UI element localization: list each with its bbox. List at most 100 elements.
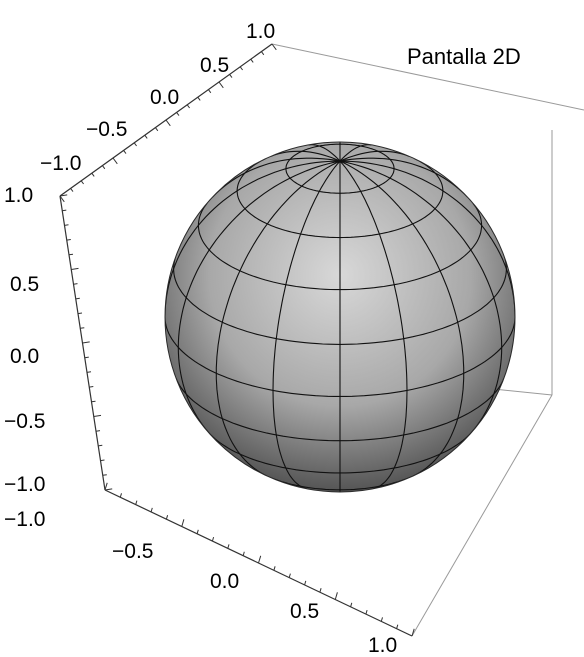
tick-mark	[77, 312, 83, 315]
sphere	[164, 141, 516, 493]
mesh-parallel	[268, 476, 412, 491]
left-axis-tick-labels: 1.0 0.5 0.0 −0.5 −1.0	[4, 184, 45, 496]
tick-mark	[135, 500, 138, 505]
tick-mark	[396, 624, 399, 629]
tick-mark	[82, 341, 90, 344]
tick-mark	[86, 371, 92, 373]
tick-mark	[165, 119, 171, 127]
tick-mark	[239, 66, 244, 71]
tick-mark	[89, 386, 94, 388]
box-edge	[271, 43, 584, 111]
mesh-parallel	[236, 157, 444, 239]
tick-mark	[102, 474, 107, 476]
tick-mark	[250, 58, 254, 63]
tick-mark	[288, 573, 291, 578]
tick-mark	[150, 507, 153, 513]
tick-mark	[271, 43, 277, 51]
left-tick-label: −1.0	[4, 473, 45, 496]
tick-mark	[93, 414, 102, 417]
tick-mark	[112, 157, 118, 165]
top-tick-label: 1.0	[246, 20, 275, 43]
tick-marks	[59, 43, 415, 637]
sphere-outline	[164, 141, 516, 493]
tick-mark	[176, 112, 180, 116]
tick-mark	[75, 297, 80, 300]
mesh-parallel	[165, 316, 515, 397]
left-tick-label: 0.0	[10, 345, 39, 368]
mesh-meridian	[339, 160, 515, 318]
tick-mark	[273, 566, 276, 571]
bottom-tick-label: 0.0	[210, 570, 239, 593]
tick-mark	[98, 444, 103, 447]
mesh-parallel	[173, 258, 507, 345]
tick-mark	[260, 51, 265, 56]
mesh-meridian	[270, 150, 341, 162]
mesh-meridian	[212, 157, 341, 198]
tick-mark	[66, 239, 71, 241]
tick-mark	[242, 551, 245, 556]
bottom-tick-label: 1.0	[368, 634, 397, 657]
tick-mark	[319, 588, 322, 593]
mesh-meridian	[272, 160, 341, 490]
top-tick-label: 0.5	[200, 54, 229, 77]
tick-mark	[350, 602, 353, 607]
mesh-parallel	[175, 378, 505, 442]
tick-mark	[218, 81, 224, 89]
mesh-meridian	[339, 150, 410, 162]
tick-mark	[70, 188, 74, 192]
tick-mark	[91, 400, 96, 403]
sphere-mesh	[165, 142, 515, 492]
tick-mark	[71, 267, 79, 270]
tick-mark	[80, 180, 84, 185]
mesh-meridian	[177, 160, 341, 434]
tick-mark	[334, 592, 338, 600]
tick-mark	[196, 529, 199, 534]
mesh-meridian	[339, 160, 408, 490]
bottom-tick-label: 0.5	[290, 600, 319, 623]
tick-mark	[197, 96, 201, 101]
tick-mark	[104, 482, 108, 491]
tick-mark	[227, 544, 230, 549]
tick-mark	[102, 165, 106, 170]
tick-mark	[59, 194, 68, 197]
top-tick-label: 0.0	[150, 86, 179, 109]
tick-mark	[411, 628, 415, 637]
bottom-axis-tick-labels: −1.0 −0.5 0.0 0.5 1.0	[4, 508, 397, 657]
mesh-meridian	[165, 160, 341, 318]
tick-mark	[154, 127, 159, 132]
left-tick-label: 1.0	[4, 184, 33, 207]
tick-mark	[229, 74, 233, 78]
top-axis-tick-labels: 1.0 0.5 0.0 −0.5 −1.0	[40, 20, 275, 175]
mesh-meridian	[308, 144, 341, 162]
mesh-parallel	[285, 143, 395, 194]
left-tick-label: 0.5	[10, 273, 39, 296]
box-edge	[411, 394, 553, 637]
tick-mark	[91, 172, 95, 177]
tick-mark	[95, 430, 101, 432]
tick-mark	[73, 283, 78, 285]
tick-mark	[258, 555, 262, 564]
mesh-meridian	[339, 160, 503, 434]
top-tick-label: −0.5	[86, 118, 127, 141]
bottom-tick-label: −1.0	[4, 508, 45, 531]
left-tick-label: −0.5	[4, 410, 45, 433]
tick-mark	[207, 89, 212, 94]
bottom-tick-label: −0.5	[112, 540, 153, 563]
tick-mark	[165, 515, 169, 520]
mesh-parallel	[197, 203, 483, 291]
tick-mark	[84, 356, 89, 359]
tick-mark	[123, 150, 127, 154]
tick-mark	[80, 327, 85, 329]
tick-mark	[68, 253, 74, 256]
mesh-parallel	[208, 432, 472, 474]
tick-mark	[186, 104, 191, 109]
tick-mark	[64, 224, 69, 226]
tick-mark	[62, 209, 67, 212]
mesh-meridian	[339, 157, 468, 198]
tick-mark	[304, 580, 307, 586]
tick-mark	[119, 493, 122, 498]
tick-mark	[100, 459, 105, 462]
tick-mark	[365, 609, 368, 615]
tick-mark	[144, 134, 148, 139]
